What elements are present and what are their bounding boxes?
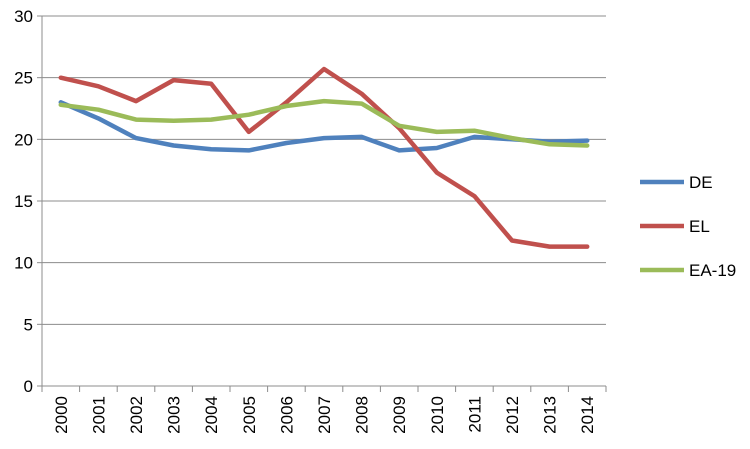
x-tick-label: 2008: [353, 396, 372, 434]
series-lines: [58, 66, 590, 249]
legend-label-de: DE: [689, 173, 713, 192]
x-tick-label: 2007: [315, 396, 334, 434]
series-line-de: [58, 100, 590, 153]
y-tick-label: 15: [14, 192, 33, 211]
x-tick-label: 2005: [240, 396, 259, 434]
x-tick-label: 2006: [277, 396, 296, 434]
y-tick-labels: 0 5 10 15 20 25 30: [14, 7, 33, 396]
x-tick-label: 2002: [127, 396, 146, 434]
y-tick-label: 20: [14, 130, 33, 149]
axes: [37, 15, 607, 392]
x-tick-label: 2011: [465, 396, 484, 433]
legend-label-ea-19: EA-19: [689, 261, 736, 280]
x-tick-label: 2010: [428, 396, 447, 434]
legend-label-el: EL: [689, 217, 710, 236]
x-tick-labels: 2000 2001 2002 2003 2004 2005 2006 2007 2008 2009…: [52, 396, 597, 434]
x-tick-label: 2014: [578, 396, 597, 434]
y-tick-label: 10: [14, 254, 33, 273]
x-tick-label: 2003: [165, 396, 184, 434]
y-tick-label: 30: [14, 7, 33, 26]
series-line-ea-19: [58, 98, 590, 148]
x-tick-label: 2004: [202, 396, 221, 434]
x-tick-label: 2001: [89, 396, 108, 434]
y-tick-label: 5: [24, 315, 33, 334]
gridlines: [42, 15, 606, 325]
y-tick-label: 0: [24, 377, 33, 396]
legend: DE EL EA-19: [640, 173, 736, 280]
x-tick-label: 2012: [503, 396, 522, 434]
x-tick-label: 2000: [52, 396, 71, 434]
series-line-el: [58, 66, 590, 249]
y-tick-label: 25: [14, 69, 33, 88]
x-tick-label: 2009: [390, 396, 409, 434]
x-tick-label: 2013: [541, 396, 560, 434]
